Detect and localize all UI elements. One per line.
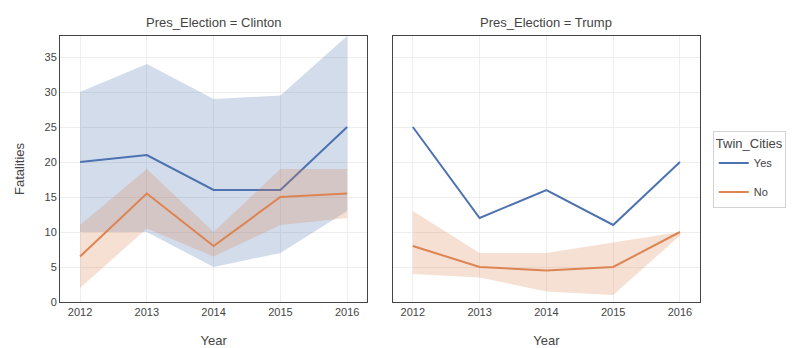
svg-text:10: 10 <box>45 226 57 238</box>
svg-text:2014: 2014 <box>201 306 225 318</box>
svg-text:Pres_Election = Clinton: Pres_Election = Clinton <box>146 15 282 30</box>
svg-text:5: 5 <box>51 261 57 273</box>
svg-text:20: 20 <box>45 156 57 168</box>
svg-text:2014: 2014 <box>534 306 558 318</box>
svg-text:15: 15 <box>45 191 57 203</box>
svg-text:2012: 2012 <box>401 306 425 318</box>
svg-text:No: No <box>754 186 768 198</box>
svg-text:2015: 2015 <box>268 306 292 318</box>
svg-text:Year: Year <box>533 333 560 348</box>
svg-text:Fatalities: Fatalities <box>12 142 27 195</box>
svg-text:Yes: Yes <box>754 157 772 169</box>
svg-text:Pres_Election = Trump: Pres_Election = Trump <box>480 15 612 30</box>
svg-text:2016: 2016 <box>668 306 692 318</box>
svg-text:25: 25 <box>45 121 57 133</box>
svg-text:30: 30 <box>45 86 57 98</box>
svg-text:2013: 2013 <box>467 306 491 318</box>
svg-text:2012: 2012 <box>68 306 92 318</box>
svg-text:Year: Year <box>200 333 227 348</box>
svg-text:Twin_Cities: Twin_Cities <box>716 136 783 151</box>
svg-text:2015: 2015 <box>601 306 625 318</box>
svg-text:35: 35 <box>45 51 57 63</box>
svg-text:2016: 2016 <box>335 306 359 318</box>
svg-text:0: 0 <box>51 296 57 308</box>
svg-text:2013: 2013 <box>135 306 159 318</box>
